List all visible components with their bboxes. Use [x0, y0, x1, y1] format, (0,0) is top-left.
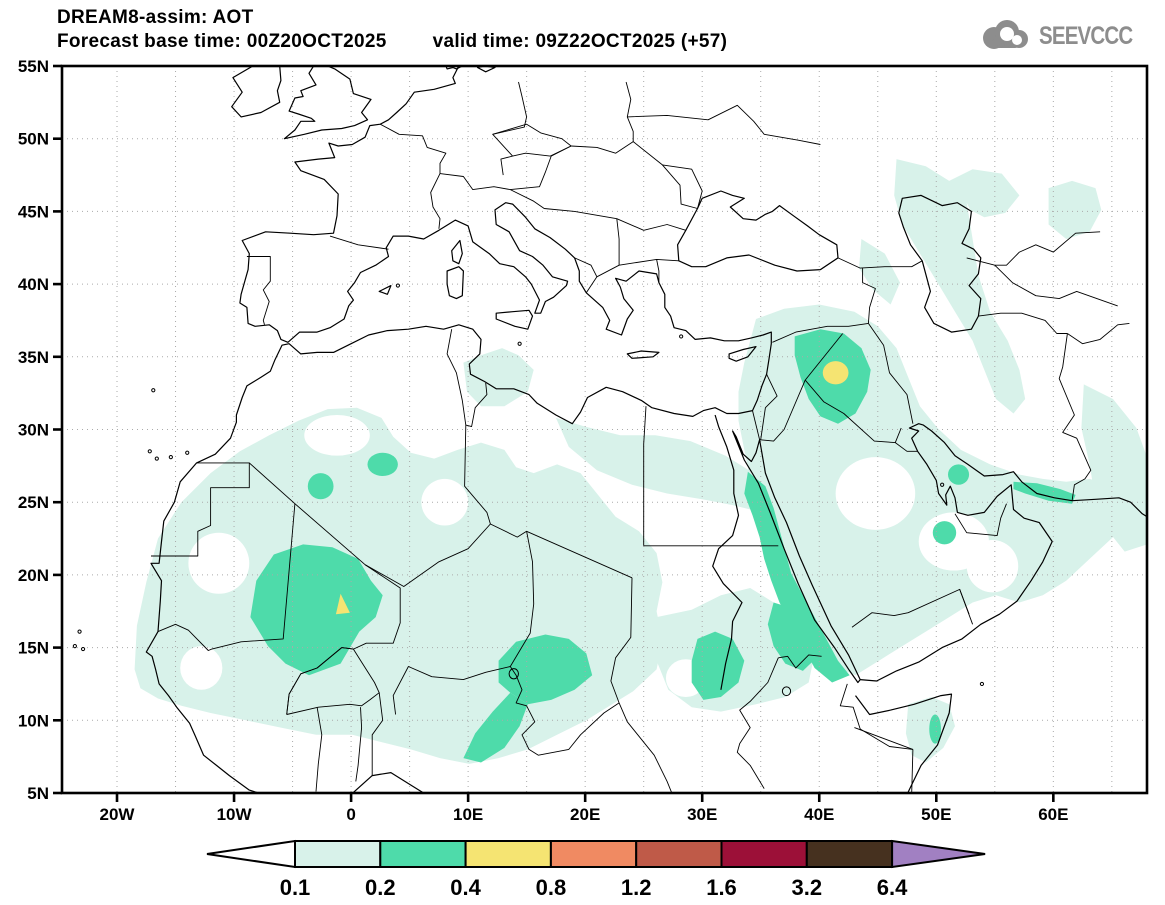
- x-axis-tick-label: 20E: [570, 805, 600, 824]
- y-axis-tick-label: 30N: [18, 421, 49, 440]
- colorbar-cell: [635, 840, 723, 868]
- x-axis-tick-label: 60E: [1038, 805, 1068, 824]
- chart-title: DREAM8-assim: AOT: [57, 7, 254, 28]
- seevccc-logo: SEEVCCC: [977, 16, 1153, 56]
- valid-time: valid time: 09Z22OCT2025 (+57): [432, 31, 728, 52]
- x-axis-tick-label: 40E: [804, 805, 834, 824]
- y-axis-tick-label: 45N: [18, 202, 49, 221]
- y-axis-tick-label: 50N: [18, 130, 49, 149]
- colorbar-cell: [549, 840, 638, 868]
- y-axis-tick-label: 25N: [18, 493, 49, 512]
- x-axis-tick-label: 50E: [921, 805, 951, 824]
- colorbar-cell: [294, 840, 382, 868]
- y-axis-tick-label: 10N: [18, 711, 49, 730]
- y-axis-tick-label: 40N: [18, 275, 49, 294]
- logo-text: SEEVCCC: [1039, 21, 1133, 50]
- y-axis-tick-label: 55N: [18, 57, 49, 76]
- cloud-logo-icon: [983, 20, 1029, 49]
- graticule-grid: [63, 67, 1146, 792]
- x-axis-tick-label: 10W: [217, 805, 253, 824]
- colorbar-cell: [805, 840, 894, 868]
- chart-subtitle: Forecast base time: 00Z20OCT2025 valid ti…: [57, 30, 997, 54]
- map-frame-and-axes: 20W 10W 0 10E 20E 30E 40E 50E 60E 55N 50N 45N 40N 35N…: [18, 57, 1149, 824]
- colorbar-below-min-arrow: [206, 839, 296, 869]
- forecast-base-time: Forecast base time: 00Z20OCT2025: [57, 31, 387, 52]
- colorbar-level-label: 0.2: [365, 875, 396, 900]
- colorbar-above-max-arrow: [891, 839, 986, 869]
- map-canvas: 20W 10W 0 10E 20E 30E 40E 50E 60E 55N 50N 45N 40N 35N…: [18, 57, 1149, 824]
- y-axis-tick-label: 5N: [27, 784, 49, 803]
- x-axis-tick-label: 30E: [687, 805, 717, 824]
- colorbar-level-label: 0.1: [280, 875, 311, 900]
- colorbar-level-label: 6.4: [877, 875, 908, 900]
- colorbar-cell: [720, 840, 808, 868]
- y-axis-tick-label: 20N: [18, 566, 49, 585]
- colorbar-level-label: 0.4: [450, 875, 481, 900]
- country-borders: [151, 81, 1130, 792]
- coastlines: [72, 67, 1146, 792]
- aot-filled-contours: [134, 159, 1146, 764]
- colorbar-level-label: 3.2: [792, 875, 823, 900]
- colorbar: 0.1 0.2 0.4 0.8 1.2 1.6 3.2 6.4: [206, 839, 986, 900]
- colorbar-level-label: 1.6: [706, 875, 737, 900]
- colorbar-level-label: 1.2: [621, 875, 652, 900]
- x-axis-tick-label: 0: [346, 805, 355, 824]
- y-axis-tick-label: 15N: [18, 639, 49, 658]
- colorbar-level-label: 0.8: [536, 875, 567, 900]
- x-axis-tick-label: 10E: [453, 805, 483, 824]
- colorbar-cell: [464, 840, 552, 868]
- header: DREAM8-assim: AOT Forecast base time: 00…: [57, 6, 997, 54]
- y-axis-tick-label: 35N: [18, 348, 49, 367]
- x-axis-tick-label: 20W: [100, 805, 136, 824]
- colorbar-cell: [379, 840, 467, 868]
